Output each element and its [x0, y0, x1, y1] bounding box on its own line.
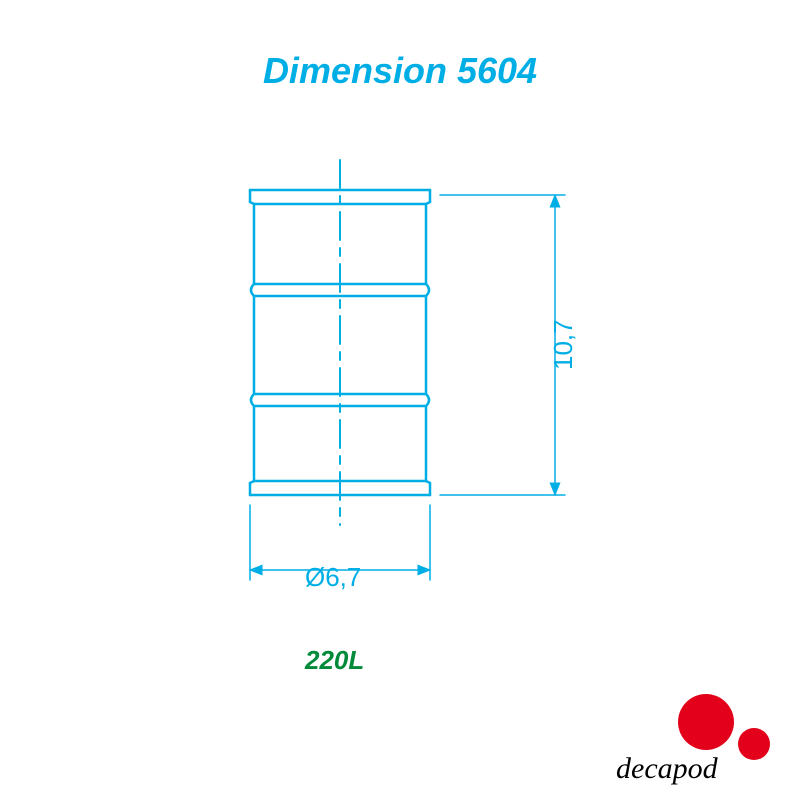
capacity-label: 220L	[305, 645, 364, 676]
technical-drawing	[0, 0, 800, 800]
brand-logo-text: decapod	[616, 752, 718, 786]
diameter-dimension-label: Ø6,7	[305, 562, 361, 593]
height-dimension-label: 10,7	[548, 319, 579, 370]
